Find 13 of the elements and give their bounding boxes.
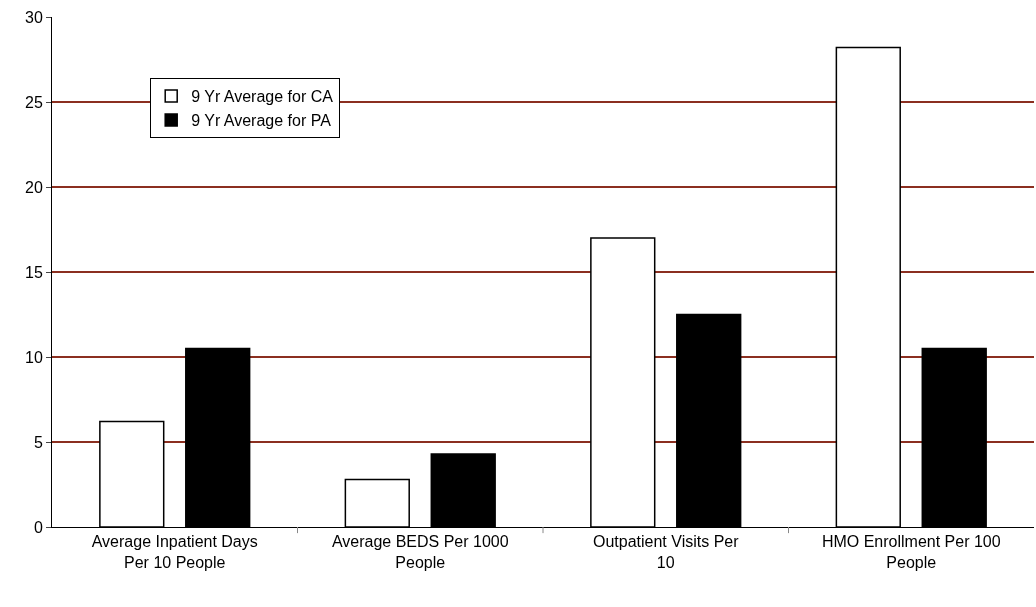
y-tick-label: 0 <box>33 518 43 536</box>
legend-label: 9 Yr Average for CA <box>191 88 334 106</box>
y-tick-label: 10 <box>25 348 43 366</box>
x-tick-label: HMO Enrollment Per 100 People <box>821 533 1001 571</box>
y-tick-label: 5 <box>33 433 43 451</box>
y-tick-label: 25 <box>25 93 43 111</box>
x-tick-label: Average BEDS Per 1000 People <box>331 533 509 571</box>
x-tick-label: Average Inpatient Days Per 10 People <box>91 533 258 571</box>
y-tick-label: 15 <box>25 263 43 281</box>
y-tick-label: 20 <box>25 178 43 196</box>
x-tick-label: Outpatient Visits Per 10 <box>592 533 740 571</box>
y-tick-label: 30 <box>25 8 43 26</box>
legend-label: 9 Yr Average for PA <box>191 112 332 130</box>
